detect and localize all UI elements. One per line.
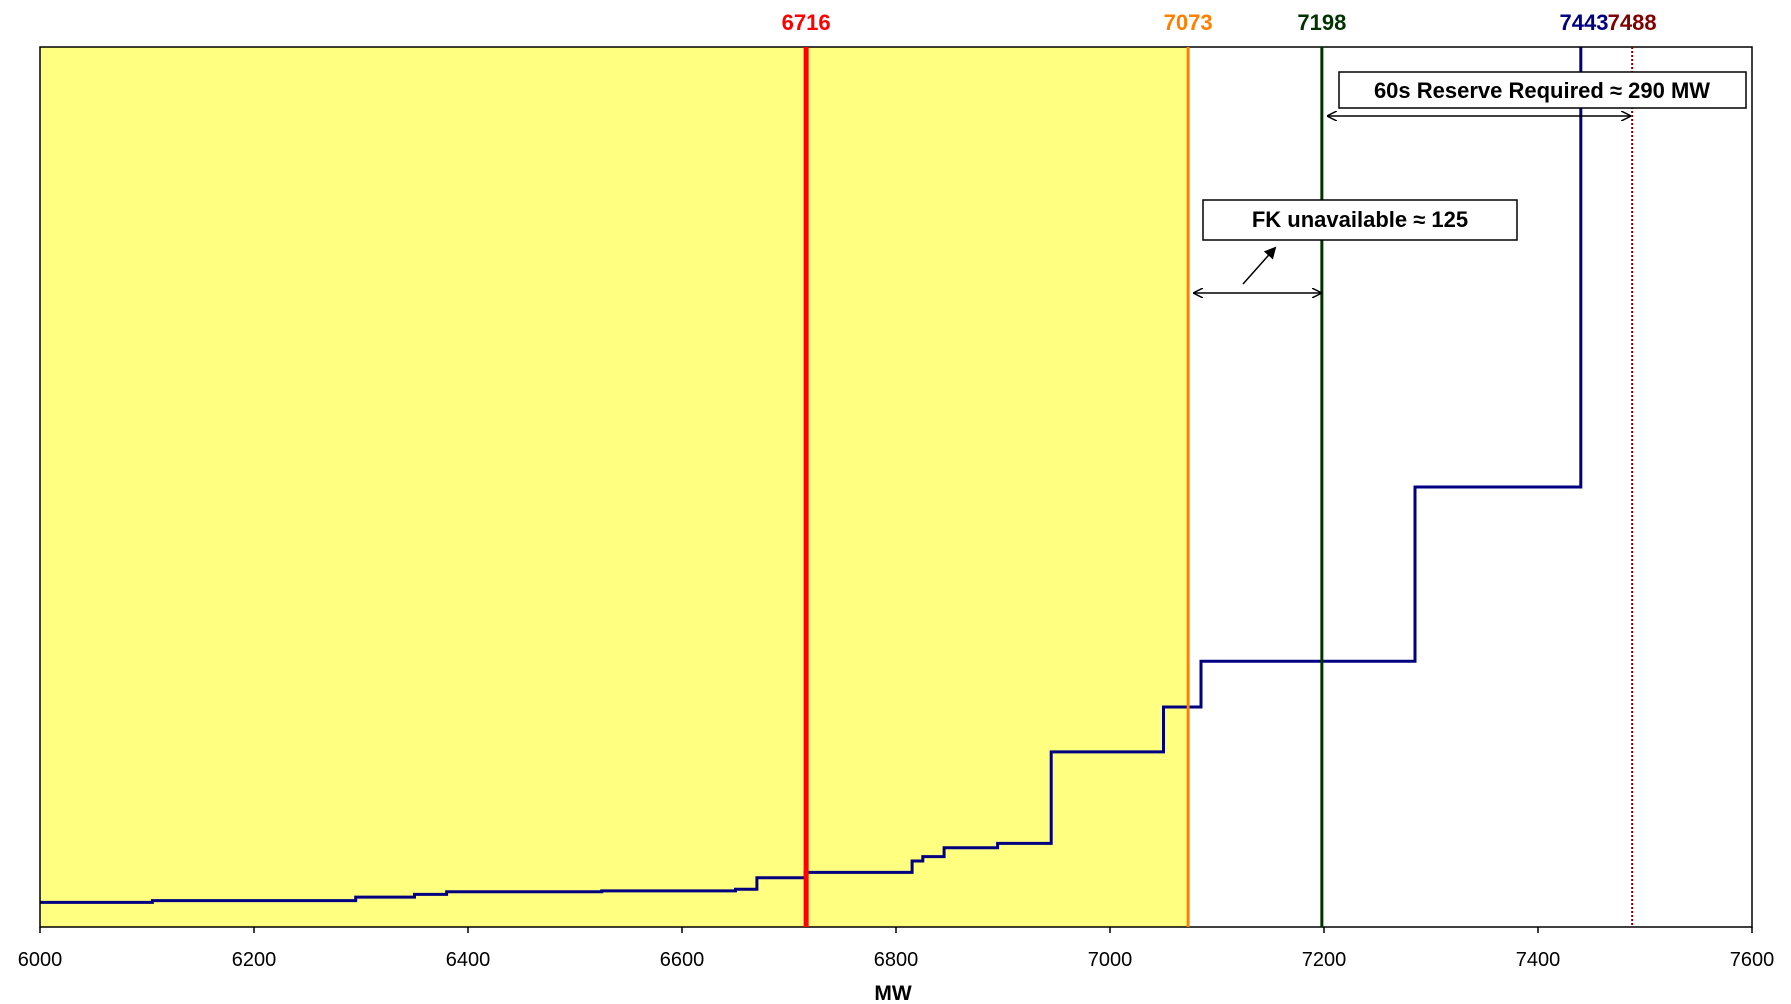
annotation-text-reserve: 60s Reserve Required ≈ 290 MW <box>1374 78 1710 103</box>
annotation-text-fk: FK unavailable ≈ 125 <box>1252 207 1468 232</box>
x-tick-label-6800: 6800 <box>874 949 919 971</box>
x-tick-label-7600: 7600 <box>1730 949 1775 971</box>
annotation-box-fk <box>1202 199 1518 241</box>
annotation-pointer-fk <box>1242 246 1277 285</box>
marker-label-7488: 7488 <box>1608 10 1657 35</box>
x-tick-label-6200: 6200 <box>232 949 277 971</box>
x-tick-label-6400: 6400 <box>446 949 491 971</box>
annotation-box-reserve <box>1338 71 1747 109</box>
x-tick-label-7200: 7200 <box>1302 949 1347 971</box>
x-tick-label-6000: 6000 <box>18 949 63 971</box>
marker-label-7443: 7443 <box>1560 10 1609 35</box>
marker-label-6716: 6716 <box>782 10 831 35</box>
x-axis-title: MW <box>874 982 911 1004</box>
x-tick-label-7000: 7000 <box>1088 949 1133 971</box>
marker-label-7198: 7198 <box>1297 10 1346 35</box>
x-tick-label-7400: 7400 <box>1516 949 1561 971</box>
x-tick-label-6600: 6600 <box>660 949 705 971</box>
shaded-region <box>40 47 1189 927</box>
series-line-0 <box>40 47 1583 904</box>
marker-label-7073: 7073 <box>1164 10 1213 35</box>
